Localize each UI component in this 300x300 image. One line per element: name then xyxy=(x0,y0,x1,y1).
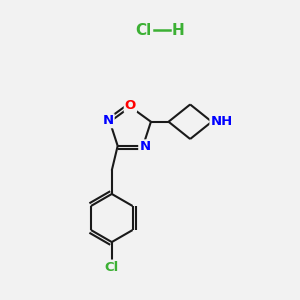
Text: Cl: Cl xyxy=(105,261,119,274)
Text: Cl: Cl xyxy=(136,23,152,38)
Text: H: H xyxy=(172,23,184,38)
Text: N: N xyxy=(103,114,114,127)
Text: N: N xyxy=(139,140,150,153)
Text: O: O xyxy=(125,99,136,112)
Text: NH: NH xyxy=(210,115,233,128)
